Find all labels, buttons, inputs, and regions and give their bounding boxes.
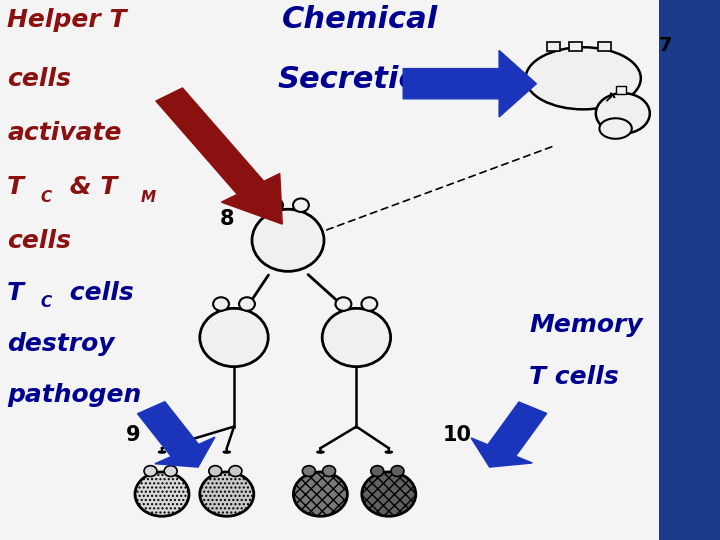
Ellipse shape bbox=[361, 297, 377, 311]
Ellipse shape bbox=[135, 472, 189, 516]
Text: M: M bbox=[140, 190, 156, 205]
Text: 9: 9 bbox=[126, 424, 140, 445]
Bar bbox=[547, 42, 560, 51]
Text: 8: 8 bbox=[220, 208, 234, 229]
Ellipse shape bbox=[596, 93, 649, 133]
Ellipse shape bbox=[526, 47, 641, 109]
Polygon shape bbox=[403, 50, 536, 117]
Text: Chemical: Chemical bbox=[282, 5, 438, 35]
Text: 7: 7 bbox=[659, 36, 672, 56]
Polygon shape bbox=[471, 402, 546, 467]
Ellipse shape bbox=[294, 472, 347, 516]
Text: T: T bbox=[7, 176, 24, 199]
Ellipse shape bbox=[302, 465, 315, 476]
Text: cells: cells bbox=[7, 68, 71, 91]
Polygon shape bbox=[156, 88, 282, 224]
Text: Memory: Memory bbox=[529, 313, 643, 337]
Ellipse shape bbox=[371, 465, 384, 476]
Ellipse shape bbox=[323, 465, 336, 476]
FancyBboxPatch shape bbox=[0, 0, 659, 540]
Ellipse shape bbox=[164, 465, 177, 476]
Ellipse shape bbox=[144, 465, 157, 476]
Text: T: T bbox=[7, 281, 24, 305]
Ellipse shape bbox=[239, 297, 255, 311]
Ellipse shape bbox=[293, 198, 309, 212]
Text: cells: cells bbox=[61, 281, 134, 305]
Ellipse shape bbox=[200, 472, 254, 516]
Bar bbox=[616, 86, 626, 94]
Ellipse shape bbox=[199, 308, 268, 367]
Bar bbox=[569, 42, 582, 51]
Ellipse shape bbox=[362, 472, 416, 516]
Text: C: C bbox=[40, 190, 52, 205]
Polygon shape bbox=[138, 402, 215, 467]
Ellipse shape bbox=[209, 465, 222, 476]
Text: 10: 10 bbox=[443, 424, 472, 445]
Ellipse shape bbox=[391, 465, 404, 476]
Text: cells: cells bbox=[7, 230, 71, 253]
Text: Helper T: Helper T bbox=[7, 8, 127, 32]
Ellipse shape bbox=[213, 297, 229, 311]
Text: activate: activate bbox=[7, 122, 122, 145]
Text: destroy: destroy bbox=[7, 332, 114, 356]
Ellipse shape bbox=[599, 118, 632, 139]
Text: C: C bbox=[40, 295, 52, 310]
Ellipse shape bbox=[267, 198, 283, 212]
Ellipse shape bbox=[252, 209, 324, 271]
Bar bbox=[598, 42, 611, 51]
Text: T cells: T cells bbox=[529, 364, 619, 388]
Text: & T: & T bbox=[61, 176, 117, 199]
Text: pathogen: pathogen bbox=[7, 383, 141, 407]
Ellipse shape bbox=[323, 308, 390, 367]
Ellipse shape bbox=[229, 465, 242, 476]
Text: Secretion: Secretion bbox=[278, 65, 442, 94]
Ellipse shape bbox=[336, 297, 351, 311]
